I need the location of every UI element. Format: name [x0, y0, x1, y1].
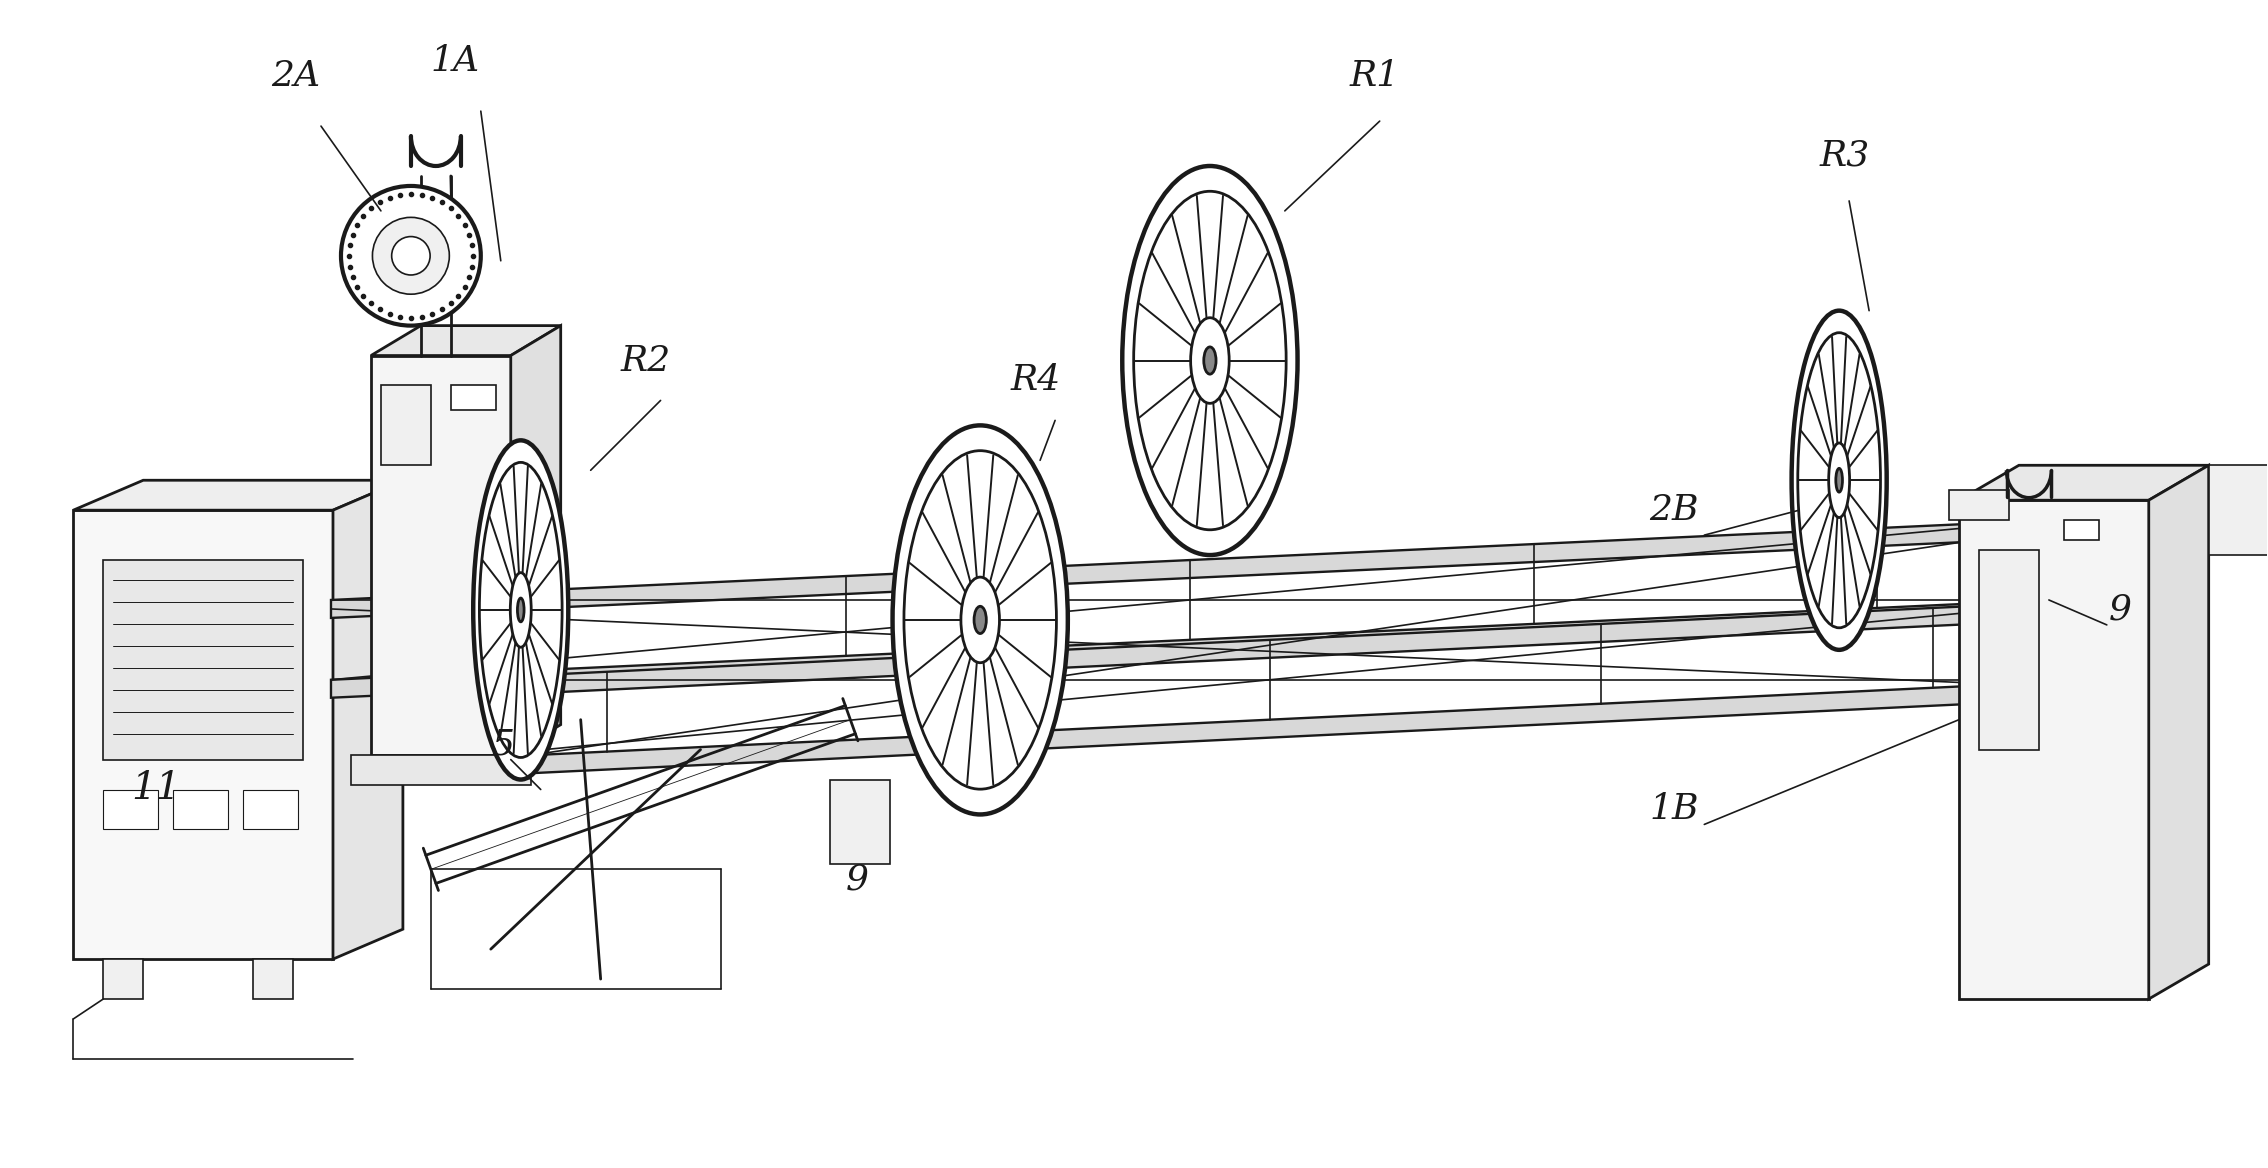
Ellipse shape [894, 425, 1068, 814]
Ellipse shape [392, 237, 431, 274]
Bar [830, 779, 891, 864]
Polygon shape [352, 755, 531, 785]
Polygon shape [104, 959, 143, 999]
Text: 1B: 1B [1649, 792, 1699, 827]
Ellipse shape [340, 186, 481, 326]
Bar [1980, 550, 2039, 750]
Bar [451, 385, 497, 410]
Ellipse shape [517, 598, 524, 621]
Polygon shape [510, 326, 560, 755]
Text: 9: 9 [846, 862, 869, 896]
Bar [104, 790, 159, 829]
Polygon shape [1960, 500, 2148, 999]
Bar [2209, 465, 2268, 555]
Ellipse shape [1134, 192, 1286, 530]
Bar [172, 790, 229, 829]
Bar [1948, 491, 2009, 520]
Text: R4: R4 [1009, 363, 1061, 397]
Polygon shape [440, 680, 2098, 778]
Text: R2: R2 [621, 343, 671, 377]
Ellipse shape [372, 217, 449, 294]
Text: 1A: 1A [431, 44, 481, 78]
Text: 2A: 2A [272, 60, 320, 93]
Ellipse shape [510, 572, 531, 647]
Polygon shape [331, 600, 2048, 697]
Polygon shape [372, 355, 510, 755]
Text: 2B: 2B [1649, 493, 1699, 527]
Bar [243, 790, 297, 829]
Bar [2064, 520, 2098, 540]
Ellipse shape [1123, 166, 1297, 555]
Polygon shape [333, 480, 404, 959]
Bar [381, 385, 431, 465]
Polygon shape [73, 510, 333, 959]
Ellipse shape [1204, 347, 1216, 374]
Text: R1: R1 [1349, 60, 1399, 93]
Ellipse shape [973, 606, 987, 633]
Ellipse shape [905, 451, 1057, 790]
Polygon shape [254, 959, 293, 999]
Polygon shape [1960, 465, 2209, 500]
Ellipse shape [1191, 318, 1229, 403]
Ellipse shape [474, 440, 569, 779]
Text: 11: 11 [132, 771, 181, 807]
Ellipse shape [962, 577, 1000, 662]
Ellipse shape [1835, 468, 1842, 492]
Polygon shape [331, 520, 2048, 618]
Polygon shape [372, 326, 560, 355]
Text: R3: R3 [1819, 139, 1869, 173]
Ellipse shape [1799, 333, 1880, 627]
Polygon shape [2148, 465, 2209, 999]
Ellipse shape [1792, 311, 1887, 649]
Polygon shape [440, 600, 2098, 697]
Bar [104, 561, 304, 759]
Ellipse shape [479, 463, 562, 758]
Text: 5: 5 [490, 728, 515, 762]
Polygon shape [73, 480, 404, 510]
Text: 9: 9 [2109, 593, 2132, 627]
Ellipse shape [1828, 443, 1851, 517]
